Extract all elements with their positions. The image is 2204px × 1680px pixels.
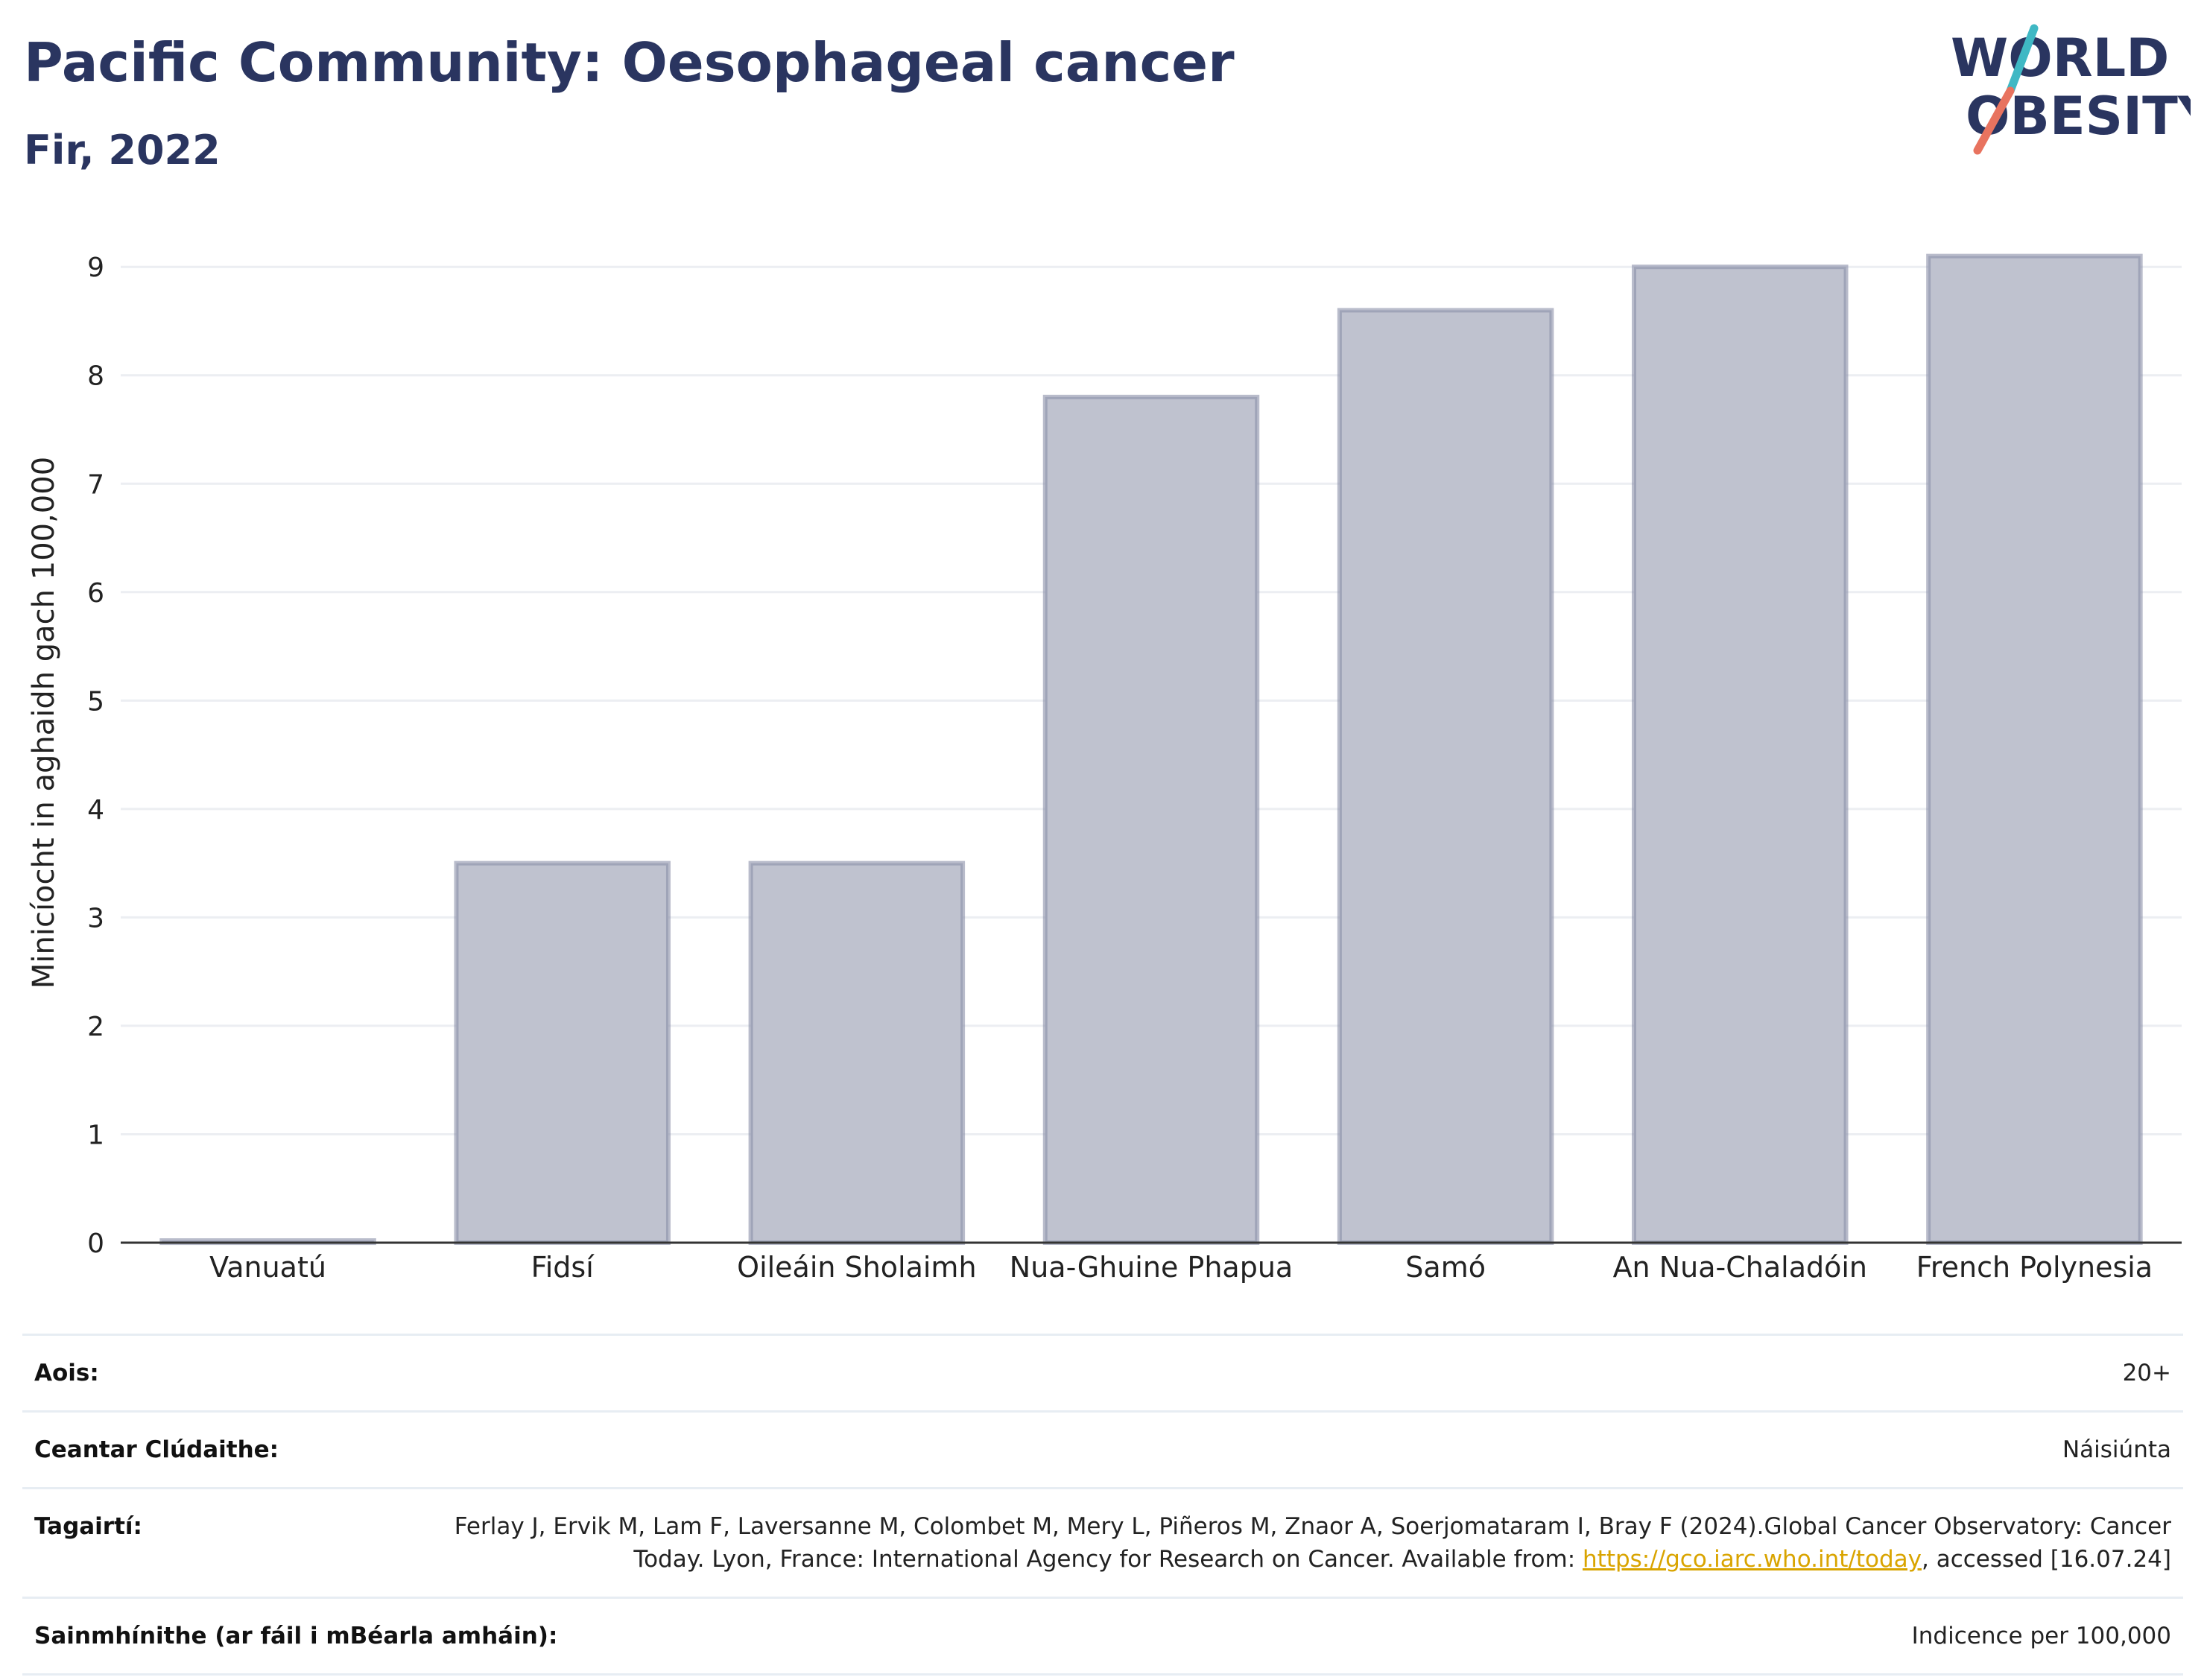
x-tick-label: Fidsí xyxy=(531,1251,595,1284)
meta-row-definitions: Sainmhínithe (ar fáil i mBéarla amháin):… xyxy=(22,1597,2183,1676)
bars xyxy=(159,253,2143,1246)
y-tick-label: 2 xyxy=(87,1012,104,1042)
chart-title: Pacific Community: Oesophageal cancer xyxy=(24,31,1235,94)
coverage-label: Ceantar Clúdaithe: xyxy=(34,1436,279,1463)
age-label: Aois: xyxy=(34,1360,99,1386)
y-tick-label: 9 xyxy=(87,253,104,283)
bar[interactable] xyxy=(1042,394,1260,1245)
references-value: Ferlay J, Ervik M, Lam F, Laversanne M, … xyxy=(435,1510,2171,1576)
x-tick-label: Nua-Ghuine Phapua xyxy=(1010,1251,1293,1284)
chart-subtitle: Fir, 2022 xyxy=(24,127,221,174)
x-tick-labels: Vanuatú Fidsí Oileáin Sholaimh Nua-Ghuine P… xyxy=(209,1251,2153,1284)
meta-row-coverage: Ceantar Clúdaithe: Náisiúnta xyxy=(22,1410,2183,1487)
x-tick-label: French Polynesia xyxy=(1916,1251,2153,1284)
logo-coral-slash xyxy=(1973,86,2015,155)
y-tick-label: 4 xyxy=(87,795,104,825)
y-tick-label: 3 xyxy=(87,903,104,933)
y-axis-label: Minicíocht in aghaidh gach 100,000 xyxy=(27,457,61,989)
bar[interactable] xyxy=(1632,264,1849,1245)
references-link[interactable]: https://gco.iarc.who.int/today xyxy=(1583,1546,1922,1573)
x-tick-label: Samó xyxy=(1405,1251,1486,1284)
references-text-2: , accessed [16.07.24] xyxy=(1921,1546,2171,1573)
logo-line-1: WORLD xyxy=(1951,28,2169,89)
bar-chart: 0 1 2 3 4 5 6 7 8 9 Vanuatú Fidsí Oileáin Sholaimh N… xyxy=(27,253,2182,1284)
age-value: 20+ xyxy=(2122,1360,2171,1386)
logo-teal-slash xyxy=(2006,24,2039,95)
bar[interactable] xyxy=(1926,253,2143,1246)
y-tick-label: 5 xyxy=(87,686,104,717)
y-tick-label: 0 xyxy=(87,1229,104,1259)
meta-row-references: Tagairtí: Ferlay J, Ervik M, Lam F, Lave… xyxy=(22,1487,2183,1597)
bar[interactable] xyxy=(1337,308,1554,1245)
coverage-value: Náisiúnta xyxy=(2062,1436,2171,1463)
y-tick-label: 7 xyxy=(87,469,104,500)
metadata-table: Aois: 20+ Ceantar Clúdaithe: Náisiúnta T… xyxy=(22,1334,2183,1676)
world-obesity-logo: WORLD OBESITY xyxy=(1951,24,2191,155)
x-tick-label: Oileáin Sholaimh xyxy=(737,1251,976,1284)
y-tick-label: 6 xyxy=(87,578,104,609)
y-tick-label: 8 xyxy=(87,361,104,392)
y-tick-label: 1 xyxy=(87,1120,104,1150)
bar[interactable] xyxy=(748,860,966,1245)
bar[interactable] xyxy=(454,860,671,1245)
x-tick-label: An Nua-Chaladóin xyxy=(1613,1251,1867,1284)
meta-row-age: Aois: 20+ xyxy=(22,1334,2183,1410)
y-tick-labels: 0 1 2 3 4 5 6 7 8 9 xyxy=(87,253,104,1259)
x-tick-label: Vanuatú xyxy=(209,1251,326,1284)
definitions-value: Indicence per 100,000 xyxy=(1911,1623,2171,1649)
references-text-1: Ferlay J, Ervik M, Lam F, Laversanne M, … xyxy=(454,1513,2171,1573)
references-label: Tagairtí: xyxy=(34,1513,142,1540)
definitions-label: Sainmhínithe (ar fáil i mBéarla amháin): xyxy=(34,1623,558,1649)
